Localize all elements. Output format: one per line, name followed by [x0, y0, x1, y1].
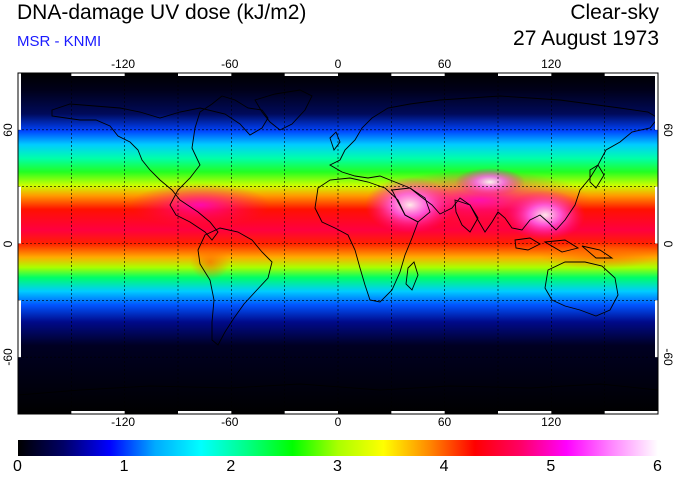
- coast-greenland: [254, 89, 313, 131]
- top-lon-tick-label: 120: [541, 57, 562, 71]
- top-lon-tick-label: -60: [221, 57, 239, 71]
- bottom-lon-tick-label: 120: [541, 415, 562, 429]
- lon-tick-strip: [284, 411, 338, 414]
- left-lat-tick-label: 60: [1, 123, 15, 137]
- coast-japan: [589, 164, 605, 189]
- lon-tick-strip: [178, 411, 232, 414]
- bottom-lon-tick-label: 0: [334, 415, 342, 429]
- lat-tick-strip: [655, 186, 658, 244]
- uv-hotspots: [130, 168, 658, 280]
- colorbar-tick-label: 0: [13, 458, 22, 475]
- lat-tick-strip: [18, 186, 21, 244]
- bottom-lon-tick-label: -60: [221, 415, 239, 429]
- left-lat-tick-label: 0: [1, 240, 15, 247]
- map-border: [17, 72, 659, 415]
- hotspot-tibet: [455, 168, 525, 196]
- colorbar-tick-label: 5: [546, 458, 556, 475]
- hotspot-china: [505, 190, 585, 240]
- colorbar-tick-label: 3: [333, 458, 342, 475]
- lon-tick-strip: [71, 73, 125, 76]
- colorbar-tick-label: 2: [226, 458, 236, 475]
- lat-tick-strip: [655, 300, 658, 358]
- lon-tick-strip: [498, 411, 552, 414]
- tick-strips: [18, 73, 658, 414]
- colorbar-tick-label: 1: [119, 458, 129, 475]
- lat-tick-strip: [18, 73, 21, 130]
- lon-tick-strip: [178, 73, 232, 76]
- coast-madagascar: [405, 261, 419, 291]
- left-lat-tick-label: -60: [1, 348, 15, 366]
- source-label: MSR - KNMI: [17, 33, 102, 50]
- lon-tick-strip: [391, 73, 445, 76]
- coast-indonesia: [514, 237, 614, 259]
- right-lat-tick-label: -60: [661, 348, 675, 366]
- right-lat-tick-label: 0: [661, 240, 675, 247]
- lon-tick-strip: [284, 73, 338, 76]
- top-lon-tick-label: -120: [111, 57, 136, 71]
- coast-eurasia: [329, 95, 658, 233]
- lon-tick-strip: [604, 73, 658, 76]
- hotspot-andes: [190, 244, 230, 280]
- colorbar-tick-label: 6: [653, 458, 662, 475]
- coast-uk: [329, 131, 341, 151]
- sky-condition-label: Clear-sky: [570, 1, 659, 24]
- hotspot-arabia: [365, 177, 455, 233]
- bottom-lon-tick-label: 60: [437, 415, 452, 429]
- lon-tick-strip: [391, 411, 445, 414]
- map-title: DNA-damage UV dose (kJ/m2): [17, 1, 307, 24]
- bottom-lon-tick-label: -120: [111, 415, 136, 429]
- top-lon-tick-label: 60: [437, 57, 452, 71]
- coast-south-america: [197, 227, 273, 346]
- coast-australia: [544, 261, 619, 317]
- coast-india: [454, 199, 479, 233]
- top-lon-tick-label: 0: [334, 57, 342, 71]
- graticule: [18, 73, 658, 414]
- lat-tick-strip: [18, 300, 21, 358]
- colorbar-tick-label: 4: [439, 458, 449, 475]
- hotspot-america: [130, 183, 270, 227]
- lon-tick-strip: [498, 73, 552, 76]
- coast-antarctica: [18, 383, 658, 396]
- colorbar: [18, 440, 658, 456]
- lat-tick-strip: [655, 73, 658, 130]
- coast-africa: [314, 177, 419, 303]
- lon-tick-strip: [71, 411, 125, 414]
- lon-tick-strip: [604, 411, 658, 414]
- right-lat-tick-label: 60: [661, 123, 675, 137]
- date-label: 27 August 1973: [513, 27, 659, 50]
- coast-arabia: [391, 187, 431, 223]
